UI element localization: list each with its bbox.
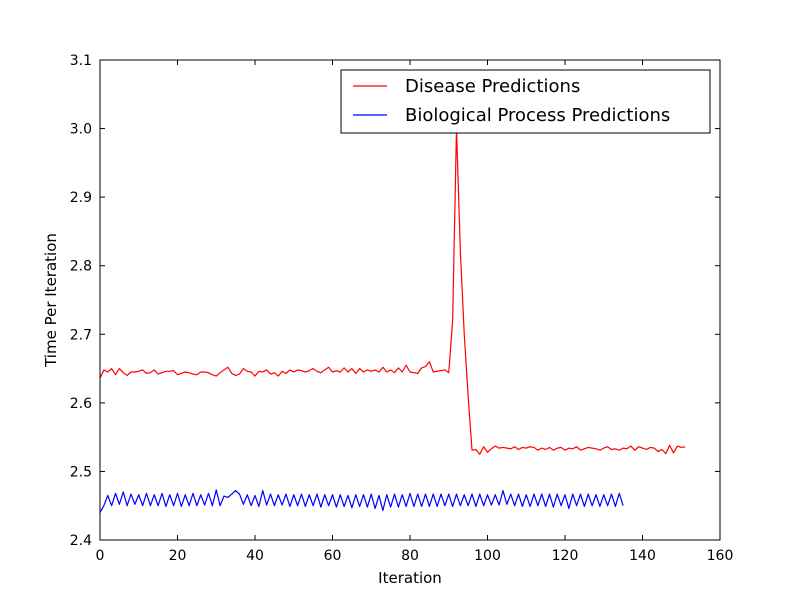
legend-label-biological-process: Biological Process Predictions — [405, 105, 670, 126]
y-tick-label: 2.4 — [70, 533, 92, 549]
x-tick-label: 60 — [324, 548, 342, 564]
x-tick-label: 0 — [96, 548, 105, 564]
legend-box — [340, 69, 711, 134]
series-line-0 — [99, 127, 686, 455]
x-tick-label: 120 — [552, 548, 579, 564]
legend: Disease Predictions Biological Process P… — [340, 69, 711, 134]
series-line-1 — [99, 489, 624, 513]
y-tick-label: 3.0 — [70, 122, 92, 138]
x-tick-label: 140 — [629, 548, 656, 564]
y-tick-label: 2.8 — [70, 259, 92, 275]
y-axis-label: Time Per Iteration — [42, 233, 60, 368]
x-tick-label: 80 — [401, 548, 419, 564]
x-tick-label: 20 — [169, 548, 187, 564]
y-tick-label: 2.6 — [70, 396, 92, 412]
legend-label-disease: Disease Predictions — [405, 76, 580, 97]
y-tick-label: 2.7 — [70, 327, 92, 343]
y-tick-label: 3.1 — [70, 53, 92, 69]
x-tick-label: 100 — [474, 548, 501, 564]
x-tick-label: 160 — [707, 548, 734, 564]
y-tick-label: 2.9 — [70, 190, 92, 206]
x-axis-label: Iteration — [378, 569, 442, 587]
axis-ticks: 0 20 40 60 80 100 120 140 160 2.4 2.5 2.6 2.7 2.8 2.9 3… — [70, 53, 734, 564]
x-tick-label: 40 — [246, 548, 264, 564]
plot-frame — [99, 59, 721, 541]
y-tick-label: 2.5 — [70, 464, 92, 480]
plot-lines — [99, 127, 686, 513]
